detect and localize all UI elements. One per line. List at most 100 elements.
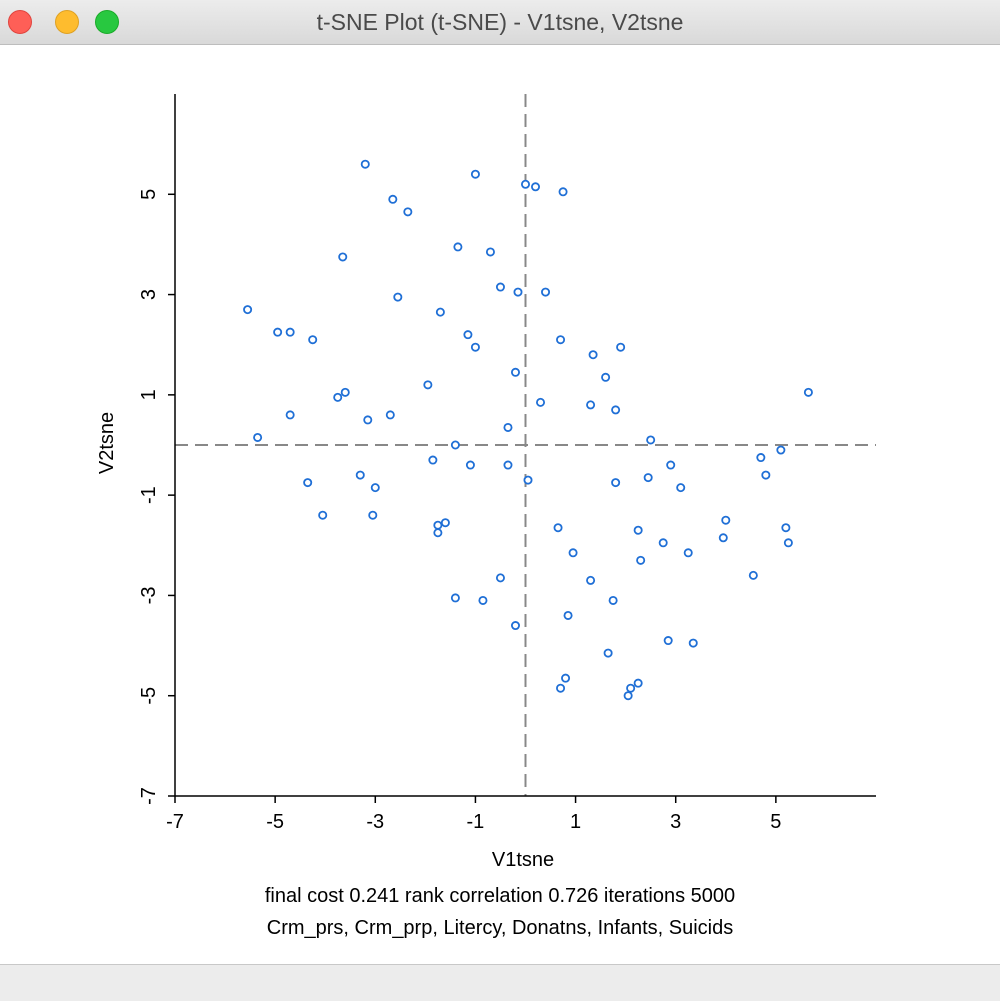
data-point[interactable] — [761, 470, 771, 480]
data-point[interactable] — [433, 528, 443, 538]
data-point[interactable] — [633, 678, 643, 688]
data-point[interactable] — [503, 460, 513, 470]
status-bar — [0, 964, 1000, 1001]
data-point[interactable] — [623, 691, 633, 701]
data-point[interactable] — [428, 455, 438, 465]
x-tick-label: 5 — [770, 811, 781, 833]
data-point[interactable] — [781, 523, 791, 533]
data-point[interactable] — [360, 159, 370, 169]
data-point[interactable] — [666, 460, 676, 470]
data-point[interactable] — [541, 287, 551, 297]
data-point[interactable] — [340, 387, 350, 397]
data-point[interactable] — [450, 593, 460, 603]
data-point[interactable] — [510, 621, 520, 631]
data-point[interactable] — [463, 330, 473, 340]
data-point[interactable] — [783, 538, 793, 548]
data-point[interactable] — [435, 307, 445, 317]
y-tick-label: 1 — [138, 389, 160, 400]
data-point[interactable] — [308, 335, 318, 345]
data-point[interactable] — [285, 410, 295, 420]
data-point[interactable] — [433, 520, 443, 530]
data-point[interactable] — [748, 570, 758, 580]
data-point[interactable] — [453, 242, 463, 252]
data-point[interactable] — [688, 638, 698, 648]
zoom-button[interactable] — [95, 10, 119, 34]
x-tick-label: -1 — [467, 811, 485, 833]
data-point[interactable] — [588, 350, 598, 360]
data-point[interactable] — [558, 187, 568, 197]
data-point[interactable] — [721, 515, 731, 525]
data-point[interactable] — [368, 510, 378, 520]
data-point[interactable] — [603, 648, 613, 658]
data-point[interactable] — [536, 397, 546, 407]
data-point[interactable] — [393, 292, 403, 302]
data-point[interactable] — [333, 392, 343, 402]
data-point[interactable] — [485, 247, 495, 257]
x-tick-label: -3 — [366, 811, 384, 833]
data-point[interactable] — [803, 387, 813, 397]
data-point[interactable] — [553, 523, 563, 533]
data-points — [243, 159, 813, 701]
data-point[interactable] — [646, 435, 656, 445]
data-point[interactable] — [285, 327, 295, 337]
data-point[interactable] — [440, 518, 450, 528]
data-point[interactable] — [470, 169, 480, 179]
data-point[interactable] — [495, 282, 505, 292]
data-point[interactable] — [470, 342, 480, 352]
data-point[interactable] — [253, 432, 263, 442]
data-point[interactable] — [756, 453, 766, 463]
data-point[interactable] — [556, 683, 566, 693]
data-point[interactable] — [586, 400, 596, 410]
data-point[interactable] — [643, 473, 653, 483]
x-tick-label: 3 — [670, 811, 681, 833]
data-point[interactable] — [586, 575, 596, 585]
data-point[interactable] — [663, 636, 673, 646]
data-point[interactable] — [611, 478, 621, 488]
data-point[interactable] — [521, 179, 531, 189]
data-point[interactable] — [658, 538, 668, 548]
data-point[interactable] — [423, 380, 433, 390]
data-point[interactable] — [531, 182, 541, 192]
data-point[interactable] — [636, 555, 646, 565]
data-point[interactable] — [633, 525, 643, 535]
data-point[interactable] — [556, 335, 566, 345]
y-tick-label: -5 — [138, 687, 160, 705]
data-point[interactable] — [370, 483, 380, 493]
data-point[interactable] — [303, 478, 313, 488]
data-point[interactable] — [513, 287, 523, 297]
data-point[interactable] — [568, 548, 578, 558]
data-point[interactable] — [626, 683, 636, 693]
scatter-plot[interactable]: -7 -5 -3 -1 1 3 5 -7 -5 -3 -1 1 3 5 V1tsne V2tsne — [0, 45, 1000, 963]
data-point[interactable] — [243, 305, 253, 315]
x-tick-label: -5 — [266, 811, 284, 833]
data-point[interactable] — [561, 673, 571, 683]
data-point[interactable] — [683, 548, 693, 558]
data-point[interactable] — [510, 367, 520, 377]
data-point[interactable] — [608, 595, 618, 605]
data-point[interactable] — [601, 372, 611, 382]
data-point[interactable] — [503, 422, 513, 432]
close-button[interactable] — [8, 10, 32, 34]
data-point[interactable] — [611, 405, 621, 415]
data-point[interactable] — [495, 573, 505, 583]
data-point[interactable] — [616, 342, 626, 352]
data-point[interactable] — [676, 483, 686, 493]
data-point[interactable] — [450, 440, 460, 450]
data-point[interactable] — [718, 533, 728, 543]
minimize-button[interactable] — [55, 10, 79, 34]
data-point[interactable] — [465, 460, 475, 470]
data-point[interactable] — [776, 445, 786, 455]
data-point[interactable] — [355, 470, 365, 480]
data-point[interactable] — [523, 475, 533, 485]
axes — [168, 94, 876, 803]
data-point[interactable] — [338, 252, 348, 262]
data-point[interactable] — [318, 510, 328, 520]
data-point[interactable] — [273, 327, 283, 337]
data-point[interactable] — [478, 595, 488, 605]
data-point[interactable] — [385, 410, 395, 420]
data-point[interactable] — [563, 610, 573, 620]
data-point[interactable] — [403, 207, 413, 217]
data-point[interactable] — [363, 415, 373, 425]
data-point[interactable] — [388, 194, 398, 204]
title-bar[interactable]: t-SNE Plot (t-SNE) - V1tsne, V2tsne — [0, 0, 1000, 45]
